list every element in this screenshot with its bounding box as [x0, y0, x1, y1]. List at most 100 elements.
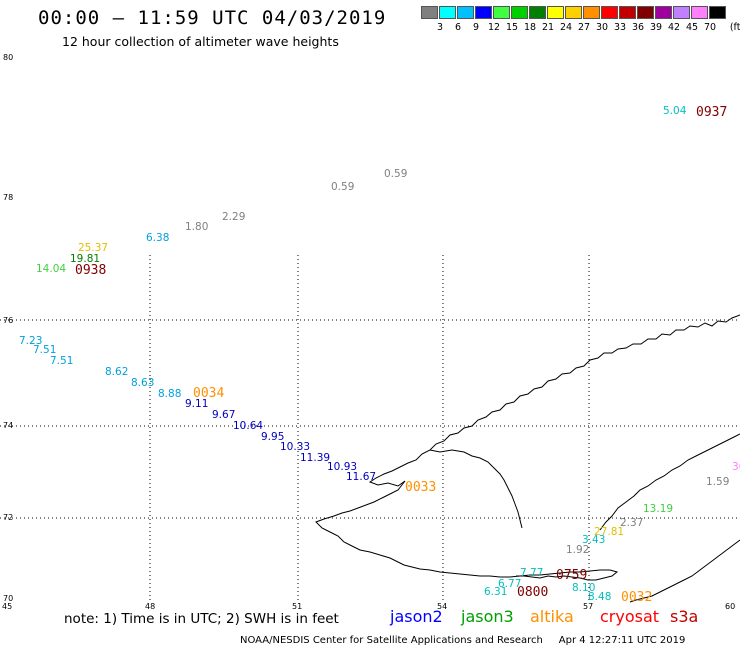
- wave-height-reading: 5.04: [663, 105, 687, 117]
- legend-swatch: [457, 6, 474, 19]
- axis-labels: 45 48 51 54 57 60 80 78 76 74 72 70: [2, 53, 735, 611]
- wave-height-reading: 6.38: [146, 232, 169, 244]
- latitude-label: 80: [3, 53, 13, 62]
- page-subtitle: 12 hour collection of altimeter wave hei…: [62, 34, 339, 49]
- satellite-name: jason2: [390, 607, 443, 626]
- legend-swatch: [637, 6, 654, 19]
- legend-unit: (ft): [729, 22, 740, 33]
- wave-height-reading: 8.48: [588, 591, 611, 603]
- legend-label: 6: [454, 22, 462, 33]
- pass-time-label: 0938: [75, 263, 106, 278]
- longitude-label: 54: [437, 602, 447, 611]
- satellite-name: s3a: [670, 607, 699, 626]
- wave-height-reading: 9.67: [212, 409, 235, 421]
- satellite-name: cryosat: [600, 607, 660, 626]
- wave-height-reading: 14.04: [36, 263, 66, 275]
- wave-height-reading: 7.23: [19, 335, 42, 347]
- longitude-label: 45: [2, 602, 12, 611]
- legend-label: 36: [631, 22, 645, 33]
- coastline-fjord: [429, 449, 523, 529]
- wave-height-reading: 36: [732, 461, 740, 473]
- legend-swatch: [421, 6, 438, 19]
- wave-height-reading: 7.51: [33, 344, 56, 356]
- legend-label: 24: [559, 22, 573, 33]
- longitude-label: 48: [145, 602, 155, 611]
- wave-height-reading: 11.39: [300, 452, 330, 464]
- legend-label: 21: [541, 22, 555, 33]
- pass-time-label: 0034: [193, 386, 224, 401]
- wave-height-reading: 0.59: [384, 168, 407, 180]
- legend-label: 27: [577, 22, 591, 33]
- longitude-label: 57: [583, 602, 593, 611]
- pass-time-label: 0759: [556, 568, 587, 583]
- wave-height-reading: 2.37: [620, 517, 643, 529]
- credit-line: NOAA/NESDIS Center for Satellite Applica…: [240, 635, 685, 646]
- legend-label: 33: [613, 22, 627, 33]
- longitude-label: 51: [292, 602, 302, 611]
- wave-height-reading: 8.10: [572, 582, 595, 594]
- legend-swatch: [439, 6, 456, 19]
- wave-height-reading: 1.92: [566, 544, 589, 556]
- latitude-label: 70: [3, 594, 13, 603]
- latitude-label: 78: [3, 193, 13, 202]
- wave-height-reading: 10.93: [327, 461, 357, 473]
- legend-swatch: [583, 6, 600, 19]
- legend-swatch: [691, 6, 708, 19]
- wave-height-reading: 13.19: [643, 503, 673, 515]
- wave-height-reading: 11.67: [346, 471, 376, 483]
- wave-height-reading: 10.64: [233, 420, 263, 432]
- footnote: note: 1) Time is in UTC; 2) SWH is in fe…: [64, 611, 339, 627]
- wave-height-reading: 9.11: [185, 398, 208, 410]
- wave-height-reading: 3.43: [582, 534, 605, 546]
- satellite-name: altika: [530, 607, 574, 626]
- legend-swatch: [673, 6, 690, 19]
- legend-swatch: [655, 6, 672, 19]
- wave-height-reading: 9.95: [261, 431, 284, 443]
- wave-height-reading: 10.33: [280, 441, 310, 453]
- legend-label: 39: [649, 22, 663, 33]
- wave-height-reading: 2.29: [222, 211, 245, 223]
- latitude-label: 72: [3, 513, 13, 522]
- legend-swatch: [475, 6, 492, 19]
- coastline-mainland: [629, 539, 740, 603]
- legend-label: 12: [487, 22, 501, 33]
- timestamp: Apr 4 12:27:11 UTC 2019: [558, 635, 686, 646]
- wave-height-reading: 6.31: [484, 586, 507, 598]
- coastline-inlet: [599, 433, 740, 531]
- wave-height-reading: 25.37: [78, 242, 108, 254]
- coastline-novaya-zemlya-north: [368, 314, 740, 487]
- legend-label: 15: [505, 22, 519, 33]
- wave-height-reading: 1.80: [185, 221, 208, 233]
- wave-height-reading: 27.81: [594, 526, 624, 538]
- wave-height-reading: 7.77: [520, 567, 543, 579]
- credit: NOAA/NESDIS Center for Satellite Applica…: [240, 635, 543, 646]
- latitude-label: 74: [3, 421, 13, 430]
- legend-swatch: [709, 6, 726, 19]
- longitude-label: 60: [725, 602, 735, 611]
- satellite-name: jason3: [461, 607, 514, 626]
- wave-height-reading: 8.62: [105, 366, 128, 378]
- legend-swatch: [601, 6, 618, 19]
- legend-label: 18: [523, 22, 537, 33]
- pass-time-label: 0800: [517, 585, 548, 600]
- pass-time-label: 0032: [621, 590, 652, 605]
- wave-height-reading: 7.51: [50, 355, 73, 367]
- page-title: 00:00 – 11:59 UTC 04/03/2019: [38, 7, 387, 29]
- wave-height-reading: 1.59: [706, 476, 729, 488]
- legend-label: 42: [667, 22, 681, 33]
- wave-height-reading: 0.59: [331, 181, 354, 193]
- coastline: [315, 314, 740, 603]
- pass-time-label: 0937: [696, 105, 727, 120]
- coastline-novaya-zemlya-south: [315, 480, 619, 581]
- wave-height-reading: 19.81: [70, 253, 100, 265]
- legend-swatch: [529, 6, 546, 19]
- legend-swatch: [547, 6, 564, 19]
- latitude-label: 76: [3, 316, 13, 325]
- wave-height-reading: 8.63: [131, 377, 154, 389]
- legend-label: 9: [472, 22, 480, 33]
- legend-label: 3: [436, 22, 444, 33]
- wave-height-reading: 8.88: [158, 388, 181, 400]
- legend-swatch: [565, 6, 582, 19]
- map-grid: [0, 255, 740, 600]
